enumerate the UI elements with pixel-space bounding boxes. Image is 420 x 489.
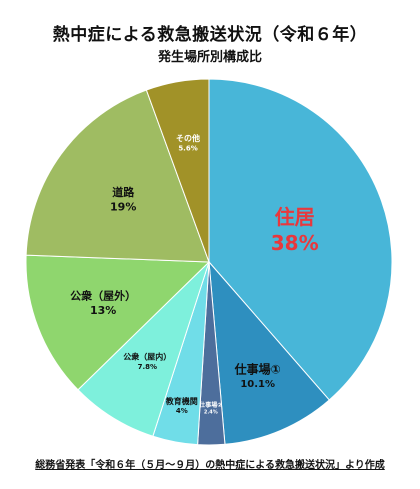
source-note: 総務省発表「令和６年（５月～９月）の熱中症による救急搬送状況」より作成 xyxy=(35,460,385,471)
slice-value-label: 2.4% xyxy=(204,410,218,416)
pie-slice xyxy=(208,78,393,401)
slice-value-label: 5.6% xyxy=(178,144,197,152)
chart-title: 熱中症による救急搬送状況（令和６年） xyxy=(52,25,368,45)
slice-label: その他 xyxy=(176,133,200,143)
pie-slice xyxy=(25,89,210,263)
slice-value-label: 4% xyxy=(176,407,188,415)
slice-label: 道路 xyxy=(112,185,135,199)
slice-label: 公衆（屋内） xyxy=(123,351,171,361)
slice-label: 仕事場① xyxy=(234,362,281,377)
slice-value-label: 7.8% xyxy=(138,363,157,371)
slice-value-label: 13% xyxy=(90,304,116,317)
chart-subtitle: 発生場所別構成比 xyxy=(157,50,262,65)
slice-value-label: 10.1% xyxy=(240,379,275,390)
slice-value-label: 38% xyxy=(271,231,319,255)
slice-label: 公衆（屋外） xyxy=(70,288,136,302)
pie-slice xyxy=(208,260,330,445)
slice-value-label: 19% xyxy=(110,201,136,214)
slice-label: 教育機関 xyxy=(165,396,198,406)
pie-slice xyxy=(145,78,210,263)
slice-label: 住居 xyxy=(275,205,315,229)
pie-slice xyxy=(25,254,211,391)
slice-label: 仕事場② xyxy=(198,401,222,409)
